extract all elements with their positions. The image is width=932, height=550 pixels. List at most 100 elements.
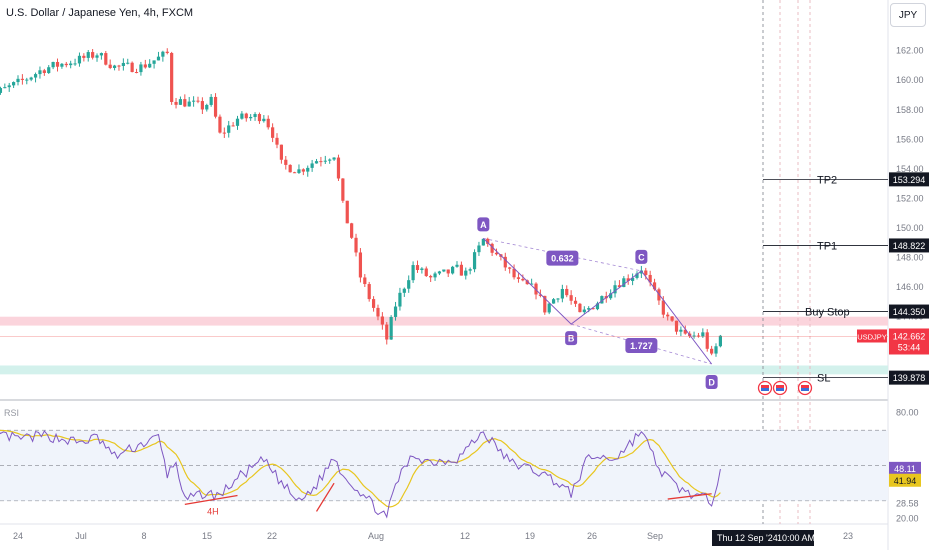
zone-support — [0, 365, 888, 375]
candle-body — [148, 63, 152, 68]
candle-body — [328, 159, 332, 161]
candle-body — [218, 116, 222, 133]
candle-body — [279, 144, 283, 160]
candle-body — [55, 61, 60, 67]
candle-body — [661, 300, 665, 315]
candle-body — [117, 65, 121, 67]
pattern-point-c — [635, 249, 648, 264]
candle-body — [121, 62, 125, 66]
candle-body — [257, 114, 262, 122]
candle-body — [51, 61, 55, 68]
candle-body — [670, 316, 674, 321]
candle-body — [472, 252, 477, 270]
candle-body — [683, 329, 687, 334]
us-flag-event-icon[interactable] — [757, 380, 773, 396]
us-flag-event-icon[interactable] — [797, 380, 813, 396]
candle-body — [73, 63, 77, 65]
candle-body — [415, 265, 420, 271]
candle-body — [301, 169, 305, 172]
candle-body — [183, 99, 187, 107]
candle-body — [371, 299, 376, 308]
candle-body — [240, 113, 244, 119]
price-tick-label: 148.00 — [896, 253, 924, 263]
symbol-tag — [857, 329, 887, 343]
candle-body — [600, 296, 604, 304]
candle-body — [249, 116, 253, 119]
candle-body — [543, 295, 547, 313]
candle-body — [345, 200, 349, 224]
candle-body — [297, 169, 301, 173]
candle-body — [626, 278, 630, 281]
candle-body — [306, 167, 310, 172]
time-tick-label: 12 — [460, 531, 470, 541]
candle-body — [134, 72, 139, 74]
candle-body — [617, 285, 622, 288]
crosshair-time-label: 10:00 AM — [777, 533, 815, 543]
candle-body — [714, 346, 718, 354]
event-icon-stripe — [801, 388, 809, 391]
candle-body — [323, 160, 327, 162]
price-tick-label: 158.00 — [896, 105, 924, 115]
candle-body — [205, 104, 209, 110]
candle-body — [534, 283, 538, 295]
price-tick-label: 152.00 — [896, 193, 924, 203]
candle-body — [451, 266, 455, 274]
candle-body — [393, 306, 398, 317]
candle-body — [635, 273, 639, 278]
rsi-ma-value-label: 41.94 — [894, 476, 917, 486]
candle-body — [275, 137, 279, 145]
candle-body — [551, 299, 556, 304]
event-icon-stripe — [761, 388, 769, 391]
candle-body — [468, 269, 472, 271]
candle-body — [486, 238, 490, 244]
candle-body — [139, 64, 143, 73]
candle-body — [433, 273, 437, 278]
pattern-ratio-label: 0.632 — [551, 254, 574, 264]
candle-body — [490, 243, 494, 253]
candle-body — [0, 88, 3, 93]
price-tick-label: 146.00 — [896, 282, 924, 292]
candle-body — [363, 277, 367, 285]
rsi-line — [0, 430, 721, 519]
candle-body — [494, 252, 499, 255]
candle-body — [227, 125, 231, 133]
candle-body — [718, 335, 722, 347]
candle-body — [104, 53, 108, 65]
candle-body — [319, 161, 323, 163]
candle-body — [464, 270, 468, 276]
candle-body — [112, 65, 117, 68]
level-price-label: 144.350 — [893, 307, 926, 317]
candle-body — [130, 62, 134, 73]
candle-body — [508, 267, 512, 269]
time-tick-label: 19 — [525, 531, 535, 541]
pattern-point-label: B — [568, 334, 575, 344]
candle-body — [20, 78, 24, 80]
candle-body — [222, 132, 226, 134]
candle-body — [47, 67, 51, 73]
candle-body — [446, 269, 450, 274]
candle-body — [209, 96, 213, 105]
candle-body — [354, 237, 358, 253]
candle-body — [679, 329, 683, 332]
us-flag-event-icon[interactable] — [772, 380, 788, 396]
candle-body — [420, 268, 424, 271]
rsi-value-tag — [889, 461, 921, 475]
candle-body — [38, 70, 42, 75]
time-tick-label: 15 — [202, 531, 212, 541]
pattern-point-label: A — [480, 220, 487, 230]
currency-button[interactable]: JPY — [890, 3, 926, 27]
candle-body — [582, 309, 586, 313]
time-tick-label: 22 — [267, 531, 277, 541]
candle-body — [332, 157, 336, 160]
rsi-value-label: 48.11 — [894, 464, 916, 474]
candle-body — [77, 55, 82, 64]
candle-body — [530, 283, 534, 285]
candle-body — [284, 159, 288, 165]
candle-body — [200, 101, 204, 110]
candle-body — [516, 277, 521, 279]
divergence-line — [184, 494, 238, 505]
price-tick-label: 160.00 — [896, 75, 924, 85]
candle-body — [314, 161, 319, 164]
pattern-legs — [482, 238, 713, 365]
